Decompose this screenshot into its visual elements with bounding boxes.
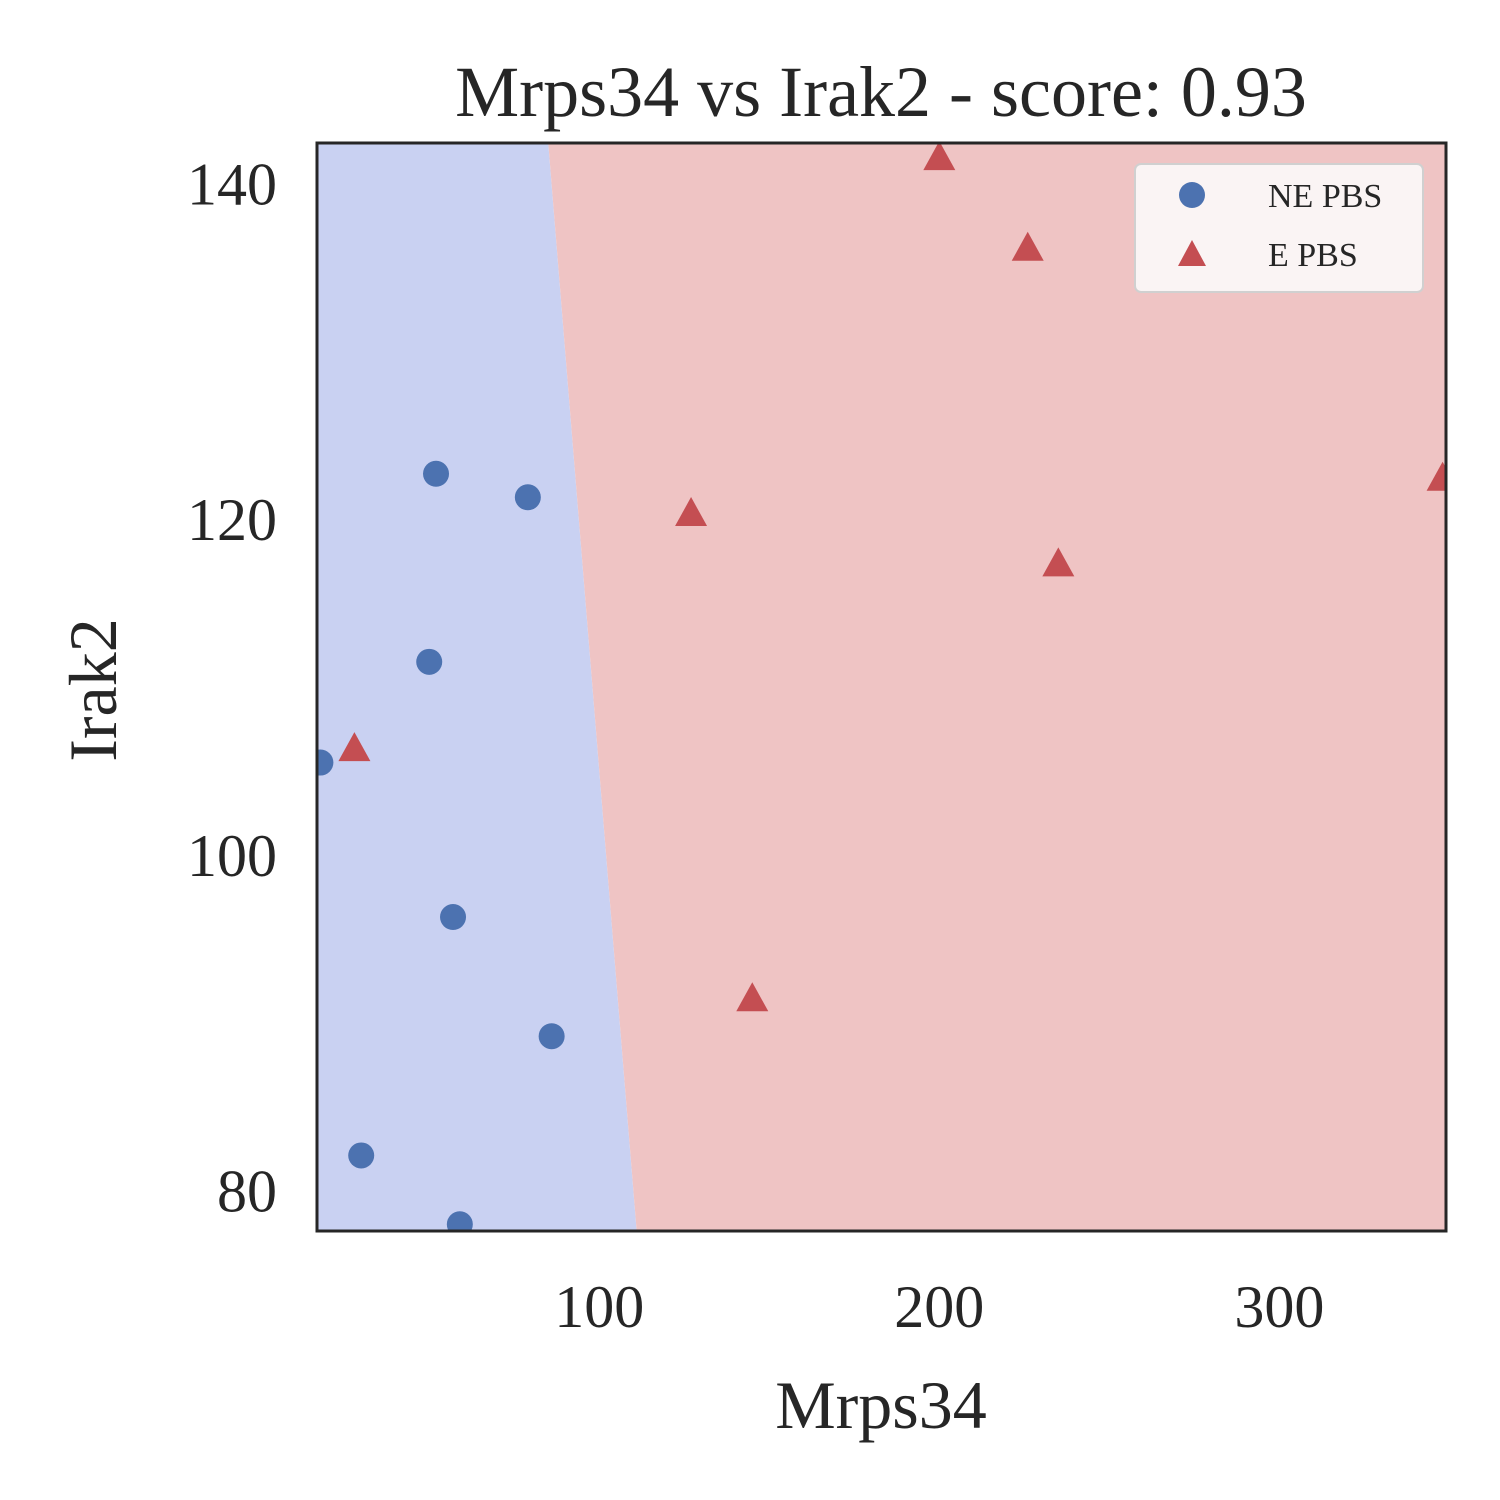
data-points <box>317 143 1446 1231</box>
point-ne-pbs-8 <box>446 1211 473 1231</box>
legend-box <box>1134 163 1424 293</box>
legend: NE PBS E PBS <box>1134 163 1424 293</box>
point-e-pbs-7 <box>1426 461 1446 491</box>
y-tick-label-100: 100 <box>187 823 277 889</box>
point-e-pbs-2 <box>675 497 708 527</box>
y-axis-ticks: 80 100 120 140 <box>187 151 277 1224</box>
x-tick-label-300: 300 <box>1234 1274 1324 1340</box>
point-ne-pbs-1 <box>317 749 334 776</box>
chart-title: Mrps34 vs Irak2 - score: 0.93 <box>455 52 1307 132</box>
legend-label-ne-pbs: NE PBS <box>1268 178 1382 215</box>
point-e-pbs-4 <box>923 143 956 171</box>
legend-marker-e-pbs <box>1178 240 1206 266</box>
decision-region-ne-pbs <box>317 143 637 1231</box>
point-e-pbs-5 <box>1011 231 1044 261</box>
plot-area <box>317 143 1446 1231</box>
plot-frame <box>315 141 1448 1233</box>
decision-region-e-pbs <box>548 143 1446 1231</box>
legend-label-e-pbs: E PBS <box>1268 237 1358 274</box>
point-ne-pbs-2 <box>423 460 450 487</box>
point-ne-pbs-4 <box>416 648 443 675</box>
y-axis-label: Irak2 <box>55 618 131 761</box>
y-tick-label-80: 80 <box>217 1159 277 1225</box>
point-ne-pbs-7 <box>348 1142 375 1169</box>
x-axis-ticks: 100 200 300 <box>554 1274 1324 1340</box>
x-axis-label: Mrps34 <box>775 1367 987 1443</box>
point-ne-pbs-3 <box>514 484 541 511</box>
point-ne-pbs-6 <box>538 1023 565 1050</box>
x-tick-label-100: 100 <box>554 1274 644 1340</box>
y-tick-label-140: 140 <box>187 151 277 217</box>
point-e-pbs-3 <box>736 982 769 1012</box>
x-tick-label-200: 200 <box>894 1274 984 1340</box>
point-e-pbs-6 <box>1042 547 1075 577</box>
point-ne-pbs-5 <box>440 904 467 931</box>
y-tick-label-120: 120 <box>187 487 277 553</box>
legend-marker-ne-pbs <box>1179 182 1205 208</box>
point-e-pbs-1 <box>338 732 371 762</box>
